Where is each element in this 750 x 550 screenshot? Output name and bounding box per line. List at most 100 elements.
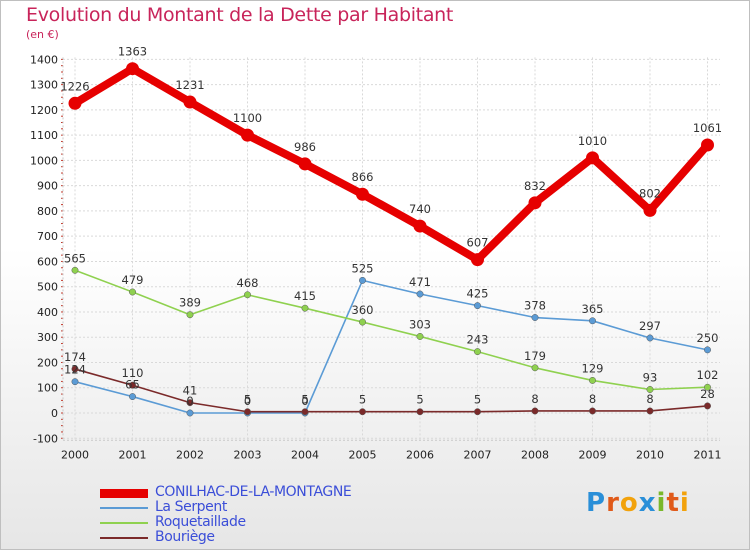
data-point: [589, 317, 596, 325]
data-label: 1061: [693, 121, 722, 135]
data-point: [531, 314, 539, 321]
data-point: [301, 408, 309, 416]
data-label: 415: [294, 289, 316, 303]
x-tick-label: 2007: [464, 448, 492, 461]
x-tick-label: 2008: [521, 448, 549, 461]
data-label: 802: [639, 186, 661, 200]
data-point: [129, 381, 136, 389]
data-point: [129, 393, 136, 401]
legend-swatch: [100, 507, 148, 509]
data-point: [68, 96, 82, 110]
logo-letter: t: [666, 488, 680, 518]
data-label: 303: [409, 317, 431, 331]
proxiti-logo: Proxiti: [586, 488, 690, 518]
x-tick-label: 2009: [579, 448, 607, 461]
legend-label: Bouriège: [155, 529, 215, 545]
data-label: 525: [352, 261, 374, 275]
data-label: 8: [589, 392, 596, 406]
y-tick-label: 100: [37, 382, 58, 395]
data-label: 93: [643, 371, 658, 385]
data-point: [416, 333, 424, 340]
data-label: 102: [697, 368, 719, 382]
data-label: 471: [409, 275, 431, 289]
data-label: 129: [582, 361, 604, 375]
data-point: [646, 407, 654, 415]
chart-title: Evolution du Montant de la Dette par Hab…: [26, 4, 454, 26]
data-labels: 124 65 0 0 0 525 471 425 378 365 297 250 565 479 389 46…: [60, 45, 722, 408]
data-label: 8: [531, 392, 538, 406]
data-label: 986: [294, 140, 316, 154]
data-point: [528, 196, 542, 210]
data-point: [244, 408, 251, 416]
data-label: 1231: [175, 78, 204, 92]
data-point: [183, 95, 197, 109]
y-tick-label: 800: [37, 205, 58, 218]
data-point: [704, 346, 711, 354]
data-point: [129, 288, 136, 296]
legend-swatch: [100, 522, 148, 524]
data-label: 479: [122, 273, 144, 287]
data-point: [704, 402, 711, 410]
data-point: [416, 290, 424, 298]
data-label: 174: [64, 350, 86, 364]
y-tick-label: 1200: [30, 104, 58, 117]
data-label: 0: [301, 394, 308, 408]
y-tick-label: 1400: [30, 53, 58, 66]
data-label: 124: [64, 363, 86, 377]
series-line: [72, 64, 711, 264]
x-tick-label: 2004: [291, 448, 319, 461]
data-point: [126, 62, 139, 76]
y-tick-label: 600: [37, 255, 58, 268]
data-label: 389: [179, 296, 201, 310]
data-label: 179: [524, 349, 546, 363]
data-point: [586, 151, 599, 165]
data-point: [589, 376, 596, 384]
data-label: 607: [467, 236, 489, 250]
y-tick-label: 700: [37, 230, 58, 243]
legend-label: CONILHAC-DE-LA-MONTAGNE: [155, 484, 352, 500]
data-label: 1010: [578, 134, 607, 148]
chart-unit-label: (en €): [26, 28, 59, 41]
data-label: 5: [416, 393, 423, 407]
data-point: [186, 311, 194, 319]
data-point: [471, 253, 484, 267]
data-label: 110: [122, 366, 144, 380]
data-label: 8: [646, 392, 653, 406]
data-point: [474, 302, 481, 310]
legend-swatch: [100, 489, 148, 498]
data-point: [531, 407, 539, 415]
y-tick-label: 1000: [30, 154, 58, 167]
data-point: [474, 348, 481, 356]
data-point: [301, 304, 309, 312]
data-point: [701, 138, 714, 152]
x-tick-label: 2006: [406, 448, 434, 461]
data-point: [186, 399, 194, 407]
data-label: 365: [582, 302, 604, 316]
data-label: 5: [301, 393, 308, 407]
data-label: 28: [700, 387, 715, 401]
data-label: 1226: [60, 79, 89, 93]
y-tick-label: 1100: [30, 129, 58, 142]
data-point: [359, 408, 366, 416]
series-line: [74, 269, 708, 391]
data-label: 740: [409, 202, 431, 216]
y-tick-label: 300: [37, 331, 58, 344]
y-tick-label: 500: [37, 281, 58, 294]
data-point: [416, 408, 424, 416]
data-point: [359, 276, 366, 284]
data-label: 250: [697, 331, 719, 345]
data-point: [356, 187, 369, 201]
y-tick-label: 0: [51, 407, 58, 420]
data-label: 5: [244, 393, 251, 407]
data-label: 425: [467, 287, 489, 301]
data-point: [244, 291, 251, 299]
data-label: 5: [359, 393, 366, 407]
logo-letter: i: [679, 488, 690, 518]
series-line: [74, 368, 708, 413]
y-tick-label: 400: [37, 306, 58, 319]
legend-label: La Serpent: [155, 499, 227, 515]
x-tick-label: 2000: [61, 448, 89, 461]
data-point: [704, 383, 711, 391]
data-label: 565: [64, 251, 86, 265]
